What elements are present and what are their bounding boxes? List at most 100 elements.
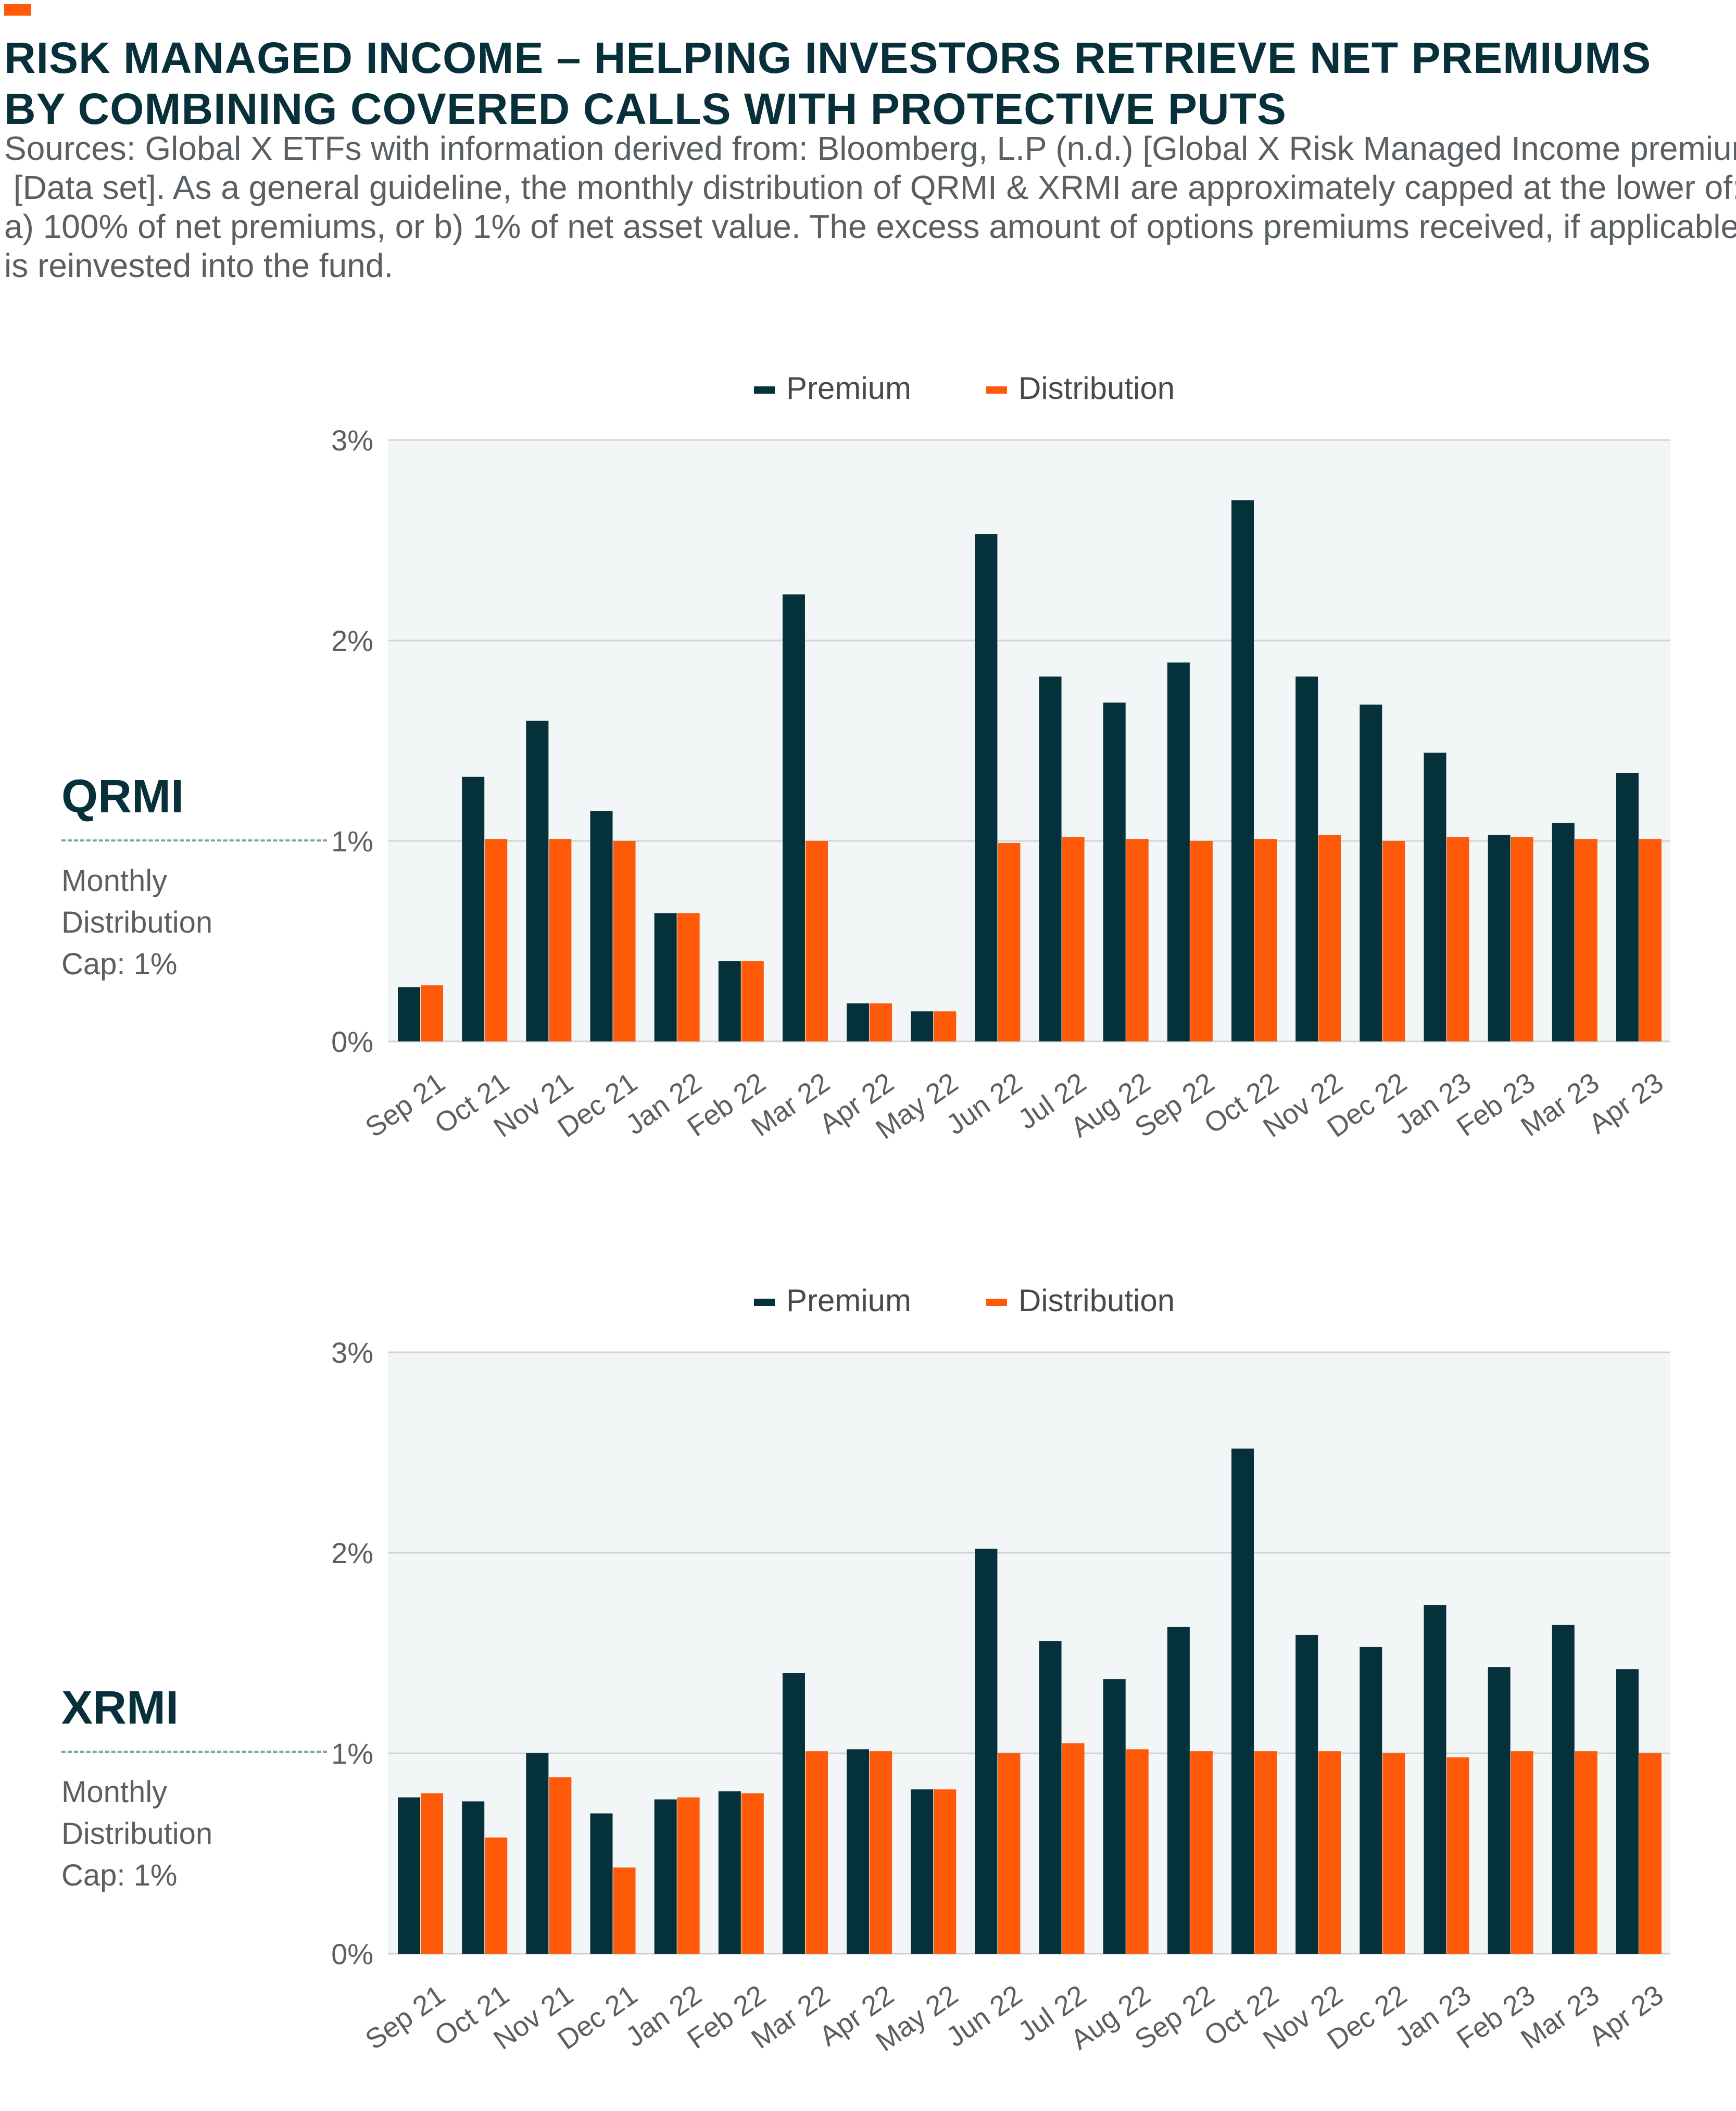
bar-distribution-jun-22 [998, 843, 1021, 1041]
title-line: RISK MANAGED INCOME – HELPING INVESTORS … [4, 33, 1652, 82]
bar-distribution-mar-22 [805, 1751, 828, 1954]
legend-swatch-premium [754, 1299, 775, 1306]
x-tick-label: Jun 22 [941, 1067, 1028, 1141]
bar-premium-sep-21 [398, 987, 421, 1041]
bar-premium-sep-22 [1167, 1627, 1190, 1954]
bar-premium-jan-23 [1424, 1605, 1446, 1954]
bar-distribution-nov-21 [549, 839, 572, 1041]
bar-premium-feb-22 [718, 961, 741, 1041]
cap-note-line: Monthly [61, 1775, 168, 1809]
cap-note-line: Monthly [61, 864, 168, 898]
bar-premium-sep-22 [1167, 662, 1190, 1041]
bar-premium-apr-22 [847, 1749, 870, 1954]
cap-note-line: Distribution [61, 1817, 213, 1851]
bar-premium-dec-22 [1360, 705, 1382, 1041]
bar-premium-dec-21 [590, 811, 613, 1041]
bar-distribution-feb-23 [1511, 1751, 1533, 1954]
y-tick-label: 2% [331, 624, 373, 657]
bar-distribution-apr-23 [1639, 839, 1662, 1041]
bar-premium-aug-22 [1103, 702, 1126, 1041]
cap-note: Monthly Distribution Cap: 1% [61, 860, 327, 985]
y-tick-label: 1% [331, 825, 373, 858]
bar-distribution-jan-22 [677, 1797, 700, 1954]
bar-distribution-oct-21 [485, 839, 508, 1041]
cap-dashed-rule [61, 1751, 327, 1753]
bar-premium-jun-22 [975, 534, 998, 1041]
bar-premium-apr-23 [1616, 1669, 1639, 1954]
legend-label-distribution: Distribution [1018, 371, 1175, 406]
bar-distribution-apr-23 [1639, 1753, 1662, 1954]
bar-distribution-jul-22 [1062, 1743, 1085, 1954]
bar-distribution-sep-22 [1190, 841, 1213, 1041]
bar-distribution-aug-22 [1126, 839, 1149, 1041]
x-tick-label: Sep 21 [360, 1979, 451, 2056]
legend-label-premium: Premium [786, 371, 911, 406]
x-tick-label: Sep 21 [360, 1067, 451, 1144]
plot-area [388, 1352, 1670, 1954]
cap-note-line: Cap: 1% [61, 1858, 178, 1892]
bar-premium-nov-21 [526, 721, 549, 1041]
sources-note: Sources: Global X ETFs with information … [4, 129, 1736, 285]
title-line: BY COMBINING COVERED CALLS WITH PROTECTI… [4, 84, 1287, 133]
bar-distribution-oct-22 [1254, 839, 1277, 1041]
bar-premium-mar-22 [782, 1673, 805, 1954]
bar-premium-apr-23 [1616, 773, 1639, 1041]
fund-name: QRMI [61, 771, 184, 823]
bar-distribution-jan-22 [677, 913, 700, 1041]
bar-premium-aug-22 [1103, 1679, 1126, 1954]
accent-bar [4, 4, 31, 16]
bar-distribution-apr-22 [870, 1003, 892, 1041]
bar-premium-mar-23 [1552, 1625, 1575, 1954]
bar-premium-dec-21 [590, 1813, 613, 1954]
sources-line: [Data set]. As a general guideline, the … [4, 169, 1736, 206]
bar-distribution-feb-22 [741, 1793, 764, 1954]
bar-distribution-apr-22 [870, 1751, 892, 1954]
bar-distribution-jan-23 [1446, 837, 1469, 1041]
bar-premium-apr-22 [847, 1003, 870, 1041]
bar-premium-oct-22 [1231, 1448, 1254, 1954]
y-tick-label: 0% [331, 1938, 373, 1970]
bar-distribution-may-22 [934, 1789, 957, 1954]
x-tick-label: Apr 23 [1583, 1979, 1669, 2052]
legend-label-distribution: Distribution [1018, 1283, 1175, 1318]
sources-line: is reinvested into the fund. [4, 247, 394, 284]
bar-distribution-dec-21 [613, 1867, 636, 1954]
bar-premium-oct-21 [462, 776, 485, 1041]
chart-legend: Premium Distribution [754, 371, 1175, 406]
sources-line: Sources: Global X ETFs with information … [4, 130, 1736, 167]
page-title: RISK MANAGED INCOME – HELPING INVESTORS … [4, 32, 1651, 134]
bar-distribution-feb-22 [741, 961, 764, 1041]
bar-premium-jan-22 [654, 1799, 677, 1954]
bar-distribution-dec-21 [613, 841, 636, 1041]
bar-premium-jan-23 [1424, 752, 1446, 1041]
bar-premium-may-22 [911, 1011, 934, 1041]
bar-premium-sep-21 [398, 1797, 421, 1954]
plot-area [388, 440, 1670, 1041]
bar-distribution-mar-23 [1575, 839, 1597, 1041]
qrmi-side-label: QRMI Monthly Distribution Cap: 1% [61, 771, 327, 985]
bar-premium-jun-22 [975, 1549, 998, 1954]
bar-distribution-jan-23 [1446, 1757, 1469, 1954]
sources-line: a) 100% of net premiums, or b) 1% of net… [4, 208, 1736, 245]
legend-swatch-distribution [986, 1299, 1007, 1306]
bar-premium-dec-22 [1360, 1647, 1382, 1954]
y-tick-label: 2% [331, 1537, 373, 1569]
y-tick-label: 0% [331, 1025, 373, 1058]
cap-note: Monthly Distribution Cap: 1% [61, 1771, 327, 1896]
cap-dashed-rule [61, 839, 327, 841]
legend-swatch-distribution [986, 386, 1007, 394]
y-tick-label: 3% [331, 1336, 373, 1369]
chart-legend: Premium Distribution [754, 1283, 1175, 1318]
y-tick-label: 1% [331, 1737, 373, 1770]
x-tick-label: Apr 23 [1583, 1067, 1669, 1140]
bar-premium-nov-21 [526, 1753, 549, 1954]
bar-premium-nov-22 [1295, 676, 1318, 1041]
bar-distribution-oct-21 [485, 1837, 508, 1954]
bar-premium-may-22 [911, 1789, 934, 1954]
bar-distribution-nov-22 [1318, 835, 1341, 1041]
bar-distribution-may-22 [934, 1011, 957, 1041]
bar-distribution-sep-22 [1190, 1751, 1213, 1954]
fund-name: XRMI [61, 1682, 179, 1734]
